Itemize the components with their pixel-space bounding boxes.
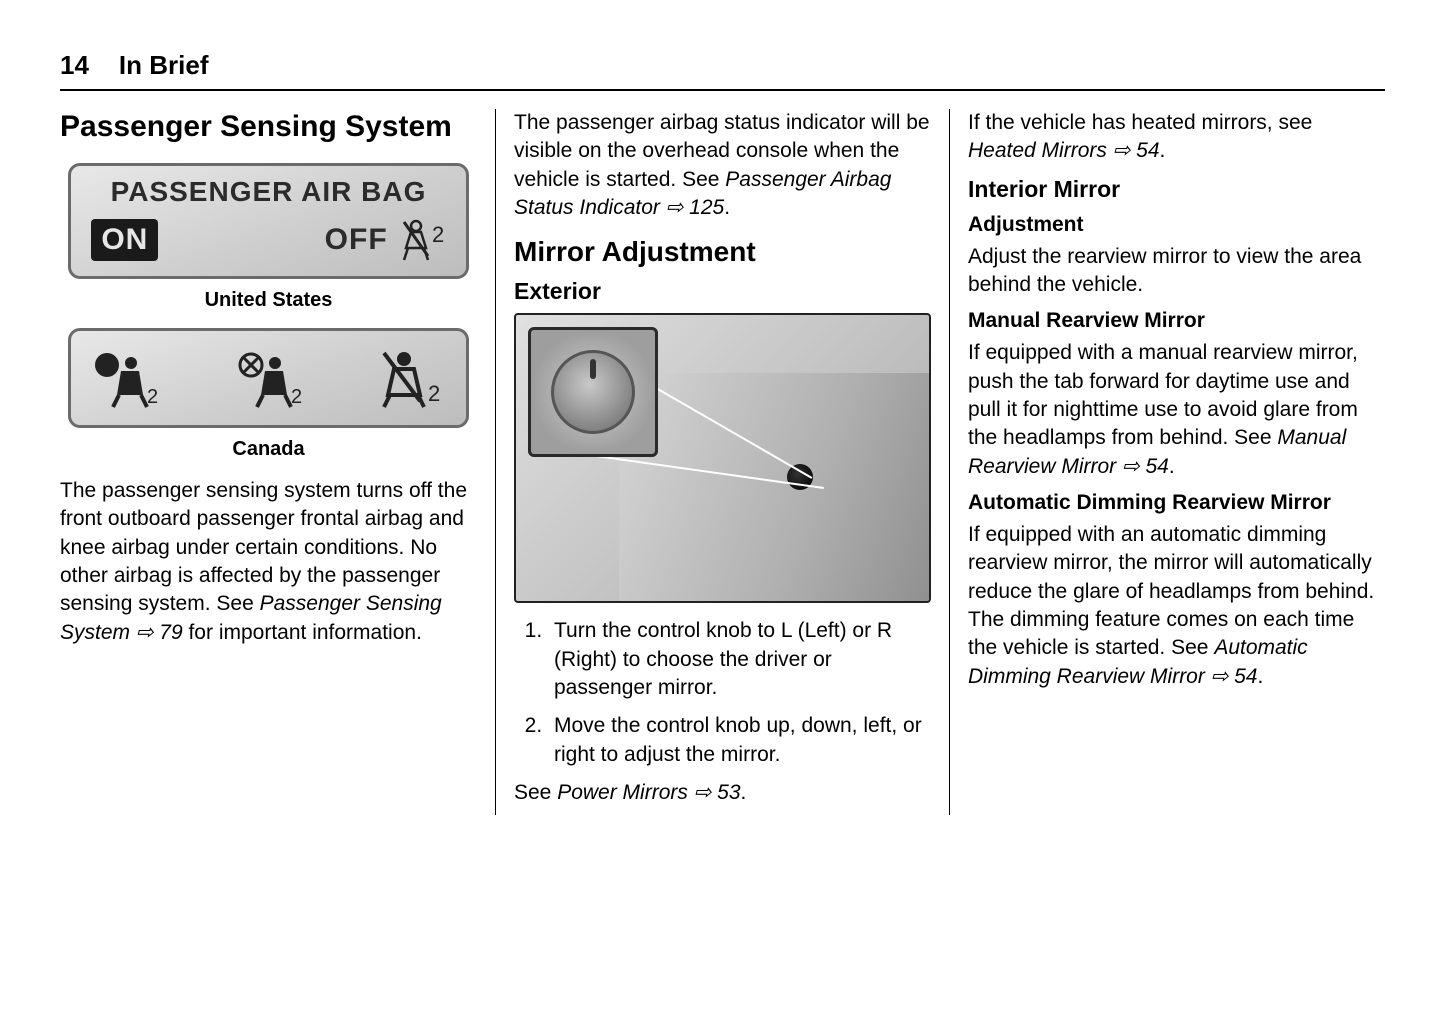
column-3: If the vehicle has heated mirrors, see H…: [950, 109, 1385, 815]
caption-us: United States: [60, 289, 477, 312]
column-2: The passenger airbag status indicator wi…: [496, 109, 950, 815]
caption-canada: Canada: [60, 438, 477, 461]
airbag-indicator-canada: 2 2: [68, 328, 468, 428]
airbag-indicator-us: PASSENGER AIR BAG ON OFF 2: [68, 163, 468, 279]
seatbelt-symbol-icon: 2: [376, 347, 448, 409]
para-pss-description: The passenger sensing system turns off t…: [60, 477, 477, 647]
text-run: for important information.: [183, 621, 422, 644]
column-1: Passenger Sensing System PASSENGER AIR B…: [60, 109, 496, 815]
para-auto-dimming: If equipped with an automatic dimming re…: [968, 521, 1385, 691]
subheading-manual-rearview: Manual Rearview Mirror: [968, 309, 1385, 333]
subheading-adjustment: Adjustment: [968, 213, 1385, 237]
text-run: .: [1160, 139, 1166, 162]
content-columns: Passenger Sensing System PASSENGER AIR B…: [60, 109, 1385, 815]
section-title: In Brief: [119, 50, 209, 81]
page-header: 14 In Brief: [60, 50, 1385, 91]
para-adjustment: Adjust the rearview mirror to view the a…: [968, 243, 1385, 300]
airbag-on-symbol-icon: 2: [89, 347, 161, 409]
airbag-on-badge: ON: [91, 219, 158, 261]
svg-text:2: 2: [428, 381, 440, 406]
heading-passenger-sensing: Passenger Sensing System: [60, 109, 477, 145]
page-number: 14: [60, 50, 89, 81]
airbag-off-text: OFF: [325, 223, 388, 257]
list-item: Move the control knob up, down, left, or…: [548, 712, 931, 769]
heading-mirror-adjustment: Mirror Adjustment: [514, 236, 931, 268]
text-run: If equipped with an automatic dimming re…: [968, 523, 1374, 659]
list-item: Turn the control knob to L (Left) or R (…: [548, 617, 931, 702]
para-heated-mirrors: If the vehicle has heated mirrors, see H…: [968, 109, 1385, 166]
mirror-control-illustration: [514, 313, 931, 603]
svg-text:2: 2: [147, 386, 158, 408]
mirror-steps-list: Turn the control knob to L (Left) or R (…: [514, 617, 931, 769]
para-airbag-status: The passenger airbag status indicator wi…: [514, 109, 931, 222]
para-see-power-mirrors: See Power Mirrors ⇨ 53.: [514, 779, 931, 807]
subheading-exterior: Exterior: [514, 278, 931, 305]
airbag-panel-title: PASSENGER AIR BAG: [85, 176, 451, 208]
mirror-control-knob-icon: [551, 350, 635, 434]
door-panel-illustration: [619, 373, 929, 602]
svg-text:2: 2: [432, 222, 444, 247]
text-run: .: [1169, 455, 1175, 478]
xref-power-mirrors: Power Mirrors ⇨ 53: [557, 781, 740, 804]
para-manual-rearview: If equipped with a manual rearview mirro…: [968, 339, 1385, 481]
airbag-row: ON OFF 2: [85, 218, 451, 262]
svg-text:2: 2: [291, 386, 302, 408]
subheading-interior-mirror: Interior Mirror: [968, 176, 1385, 203]
text-run: .: [724, 196, 730, 219]
text-run: .: [1257, 665, 1263, 688]
airbag-off-symbol-icon: 2: [233, 347, 305, 409]
mirror-knob-inset: [528, 327, 658, 457]
subheading-auto-dimming: Automatic Dimming Rearview Mirror: [968, 491, 1385, 515]
xref-heated-mirrors: Heated Mirrors ⇨ 54: [968, 139, 1160, 162]
seatbelt-off-icon: 2: [398, 218, 446, 262]
text-run: .: [741, 781, 747, 804]
airbag-off-group: OFF 2: [325, 218, 446, 262]
text-run: See: [514, 781, 557, 804]
text-run: If the vehicle has heated mirrors, see: [968, 111, 1312, 134]
